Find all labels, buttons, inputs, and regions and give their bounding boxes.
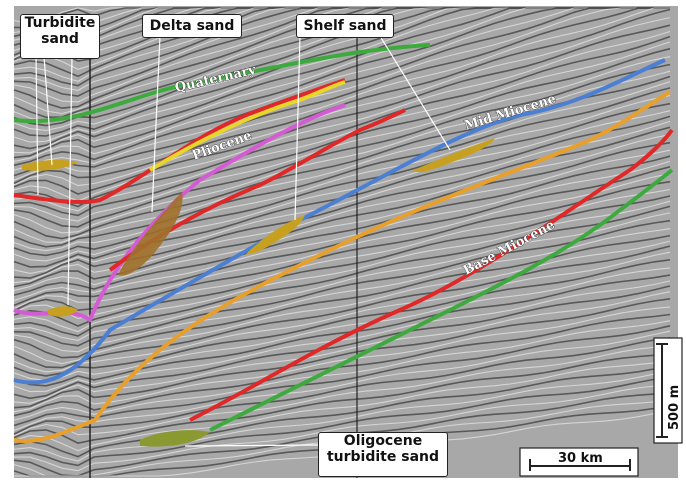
reflector-line: [13, 102, 671, 257]
reflector-line: [13, 376, 671, 467]
callout-turbidite-sand: Turbidite sand: [20, 14, 100, 59]
pointer-shelf-2: [379, 35, 451, 151]
reflector-line: [13, 95, 671, 252]
scale-bar-vertical: 500 m: [653, 337, 683, 444]
reflector-line: [13, 188, 671, 320]
reflector-line: [13, 353, 671, 444]
shelf-sand-body: [245, 215, 305, 255]
reflector-line: [13, 17, 671, 187]
callout-turbidite-line2: sand: [41, 30, 79, 47]
reflector-line: [13, 110, 671, 262]
reflector-line: [13, 155, 671, 296]
reflector-line: [13, 280, 671, 393]
reflector-line: [13, 364, 671, 458]
scale-label-horizontal: 30 km: [558, 451, 603, 466]
reflector-line: [13, 7, 670, 171]
reflector-line: [13, 212, 671, 341]
delta-sand-body: [118, 192, 183, 276]
scale-label-vertical: 500 m: [667, 385, 682, 430]
horizon-yellow-upper: [148, 80, 346, 172]
scale-bar-horizontal: 30 km: [519, 447, 639, 477]
reflector-line: [13, 200, 671, 333]
reflector-line: [13, 87, 671, 248]
reflector-line: [13, 345, 671, 437]
horizon-orange: [13, 90, 671, 443]
reflector-line: [13, 251, 671, 373]
reflector-line: [13, 285, 671, 400]
reflector-line: [13, 267, 671, 381]
callout-oligocene-line2: turbidite sand: [326, 448, 440, 465]
reflector-line: [13, 120, 671, 274]
reflector-line: [13, 7, 670, 163]
reflector-line: [13, 274, 671, 387]
pointer-turbidite-1: [35, 55, 39, 196]
reflector-line: [13, 149, 671, 291]
reflector-line: [13, 291, 671, 404]
callout-shelf-sand: Shelf sand: [296, 14, 394, 38]
reflector-line: [13, 298, 671, 409]
reflector-line: [13, 30, 671, 202]
turbidite-sand-body-lower: [48, 306, 78, 317]
reflector-line: [13, 306, 671, 413]
callout-oligocene-turbidite-sand: Oligocene turbidite sand: [318, 432, 448, 477]
reflector-line: [13, 370, 671, 462]
reflector-line: [13, 24, 671, 195]
reflector-line: [13, 337, 671, 435]
reflector-line: [13, 7, 670, 159]
shelf-sand-body-right: [410, 138, 495, 172]
reflector-line: [13, 320, 671, 421]
reflector-line: [13, 219, 671, 347]
turbidite-sand-body: [22, 159, 78, 171]
reflector-line: [13, 330, 671, 432]
callout-delta-sand: Delta sand: [142, 14, 242, 38]
reflector-line: [13, 56, 671, 222]
reflector-line: [13, 259, 671, 377]
reflector-line: [13, 180, 671, 312]
reflector-line: [13, 70, 671, 234]
pointer-oligocene: [184, 444, 319, 447]
reflector-line: [13, 245, 671, 369]
reflector-line: [13, 325, 671, 427]
reflector-line: [13, 7, 670, 177]
reflector-line: [14, 384, 671, 472]
reflector-lines: [13, 7, 671, 477]
pointer-delta: [151, 35, 161, 213]
horizon-red-lower: [189, 128, 674, 422]
reflector-line: [13, 359, 671, 452]
callout-shelf-sand-label: Shelf sand: [303, 18, 387, 34]
reflector-line: [13, 240, 671, 365]
reflector-line: [13, 234, 671, 359]
callout-turbidite-line1: Turbidite: [24, 15, 96, 31]
reflector-line: [13, 160, 671, 302]
pointer-shelf-1: [294, 35, 301, 221]
callout-delta-sand-label: Delta sand: [149, 18, 235, 34]
oligocene-sand-body: [140, 430, 210, 447]
reflector-line: [13, 41, 671, 212]
callout-oligocene-line1: Oligocene: [343, 433, 423, 449]
horizon-base-miocene-line: [209, 168, 674, 432]
pointer-turbidite-2: [43, 55, 53, 166]
reflector-line: [13, 173, 671, 310]
reflector-line: [13, 63, 671, 228]
pointer-turbidite-3: [67, 55, 73, 306]
reflector-line: [13, 81, 671, 243]
reflector-line: [13, 7, 670, 181]
horizon-quaternary-line: [13, 43, 431, 124]
reflector-line: [13, 313, 671, 417]
